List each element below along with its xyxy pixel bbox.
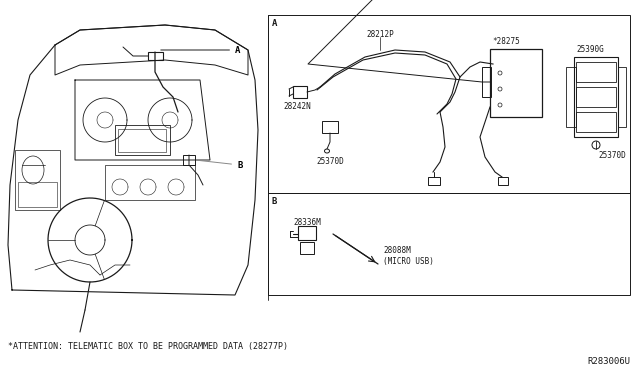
Bar [482,67,491,97]
Text: R283006U: R283006U [587,357,630,366]
Text: 25370D: 25370D [316,157,344,166]
Bar [268,15,630,193]
Text: B: B [198,160,243,170]
Bar [268,193,630,295]
Bar [18,182,57,207]
Text: 28242N: 28242N [283,102,311,110]
Bar [498,177,508,185]
Bar [298,226,316,240]
Bar [490,49,542,117]
Text: *28275: *28275 [492,36,520,45]
Bar [148,52,163,60]
Bar [428,177,440,185]
Bar [293,86,307,98]
Text: 28212P: 28212P [366,29,394,38]
Bar [118,129,166,152]
Text: A: A [272,19,277,28]
Text: *ATTENTION: TELEMATIC BOX TO BE PROGRAMMED DATA (28277P): *ATTENTION: TELEMATIC BOX TO BE PROGRAMM… [8,341,288,350]
Text: B: B [272,196,277,205]
Text: 28336M: 28336M [293,218,321,227]
Bar [576,112,616,132]
Bar [576,87,616,107]
Bar [576,62,616,82]
Bar [105,165,195,200]
Bar [618,67,626,127]
Text: 25390G: 25390G [576,45,604,54]
Bar [322,121,338,133]
Bar [183,155,195,165]
Bar [15,150,60,210]
Bar [574,57,618,137]
Text: A: A [161,45,241,55]
Bar [566,67,576,127]
Bar [300,242,314,254]
Text: 25370D: 25370D [598,151,626,160]
Bar [115,125,170,155]
Text: 28088M
(MICRO USB): 28088M (MICRO USB) [383,246,434,266]
